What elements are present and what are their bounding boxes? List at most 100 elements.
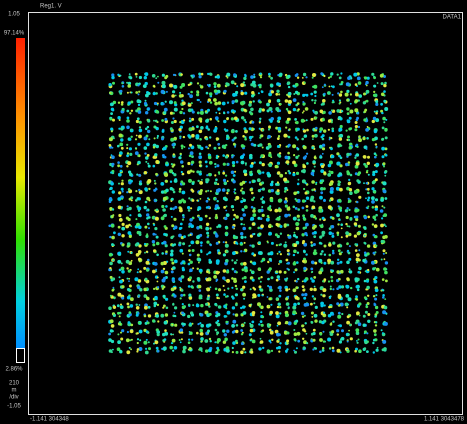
symbol-dot <box>196 235 200 240</box>
symbol-dot <box>345 215 349 220</box>
symbol-dot <box>155 199 158 202</box>
symbol-dot <box>346 171 351 176</box>
symbol-dot <box>384 136 388 140</box>
symbol-dot <box>383 75 386 78</box>
symbol-dot <box>303 279 307 283</box>
symbol-dot <box>305 205 309 208</box>
symbol-dot <box>340 83 343 86</box>
symbol-dot <box>269 328 272 332</box>
symbol-dot <box>358 249 361 252</box>
symbol-dot <box>187 206 191 210</box>
symbol-dot <box>284 186 288 191</box>
symbol-dot <box>243 223 246 226</box>
symbol-dot <box>259 340 264 344</box>
symbol-dot <box>302 128 305 131</box>
symbol-dot <box>295 280 298 283</box>
symbol-dot <box>155 314 160 318</box>
symbol-dot <box>143 136 148 141</box>
symbol-dot <box>257 216 261 220</box>
symbol-dot <box>197 91 200 94</box>
symbol-dot <box>146 213 150 217</box>
symbol-dot <box>296 76 300 79</box>
symbol-dot <box>196 267 199 270</box>
symbol-dot <box>179 110 183 115</box>
symbol-dot <box>137 250 142 254</box>
symbol-dot <box>323 92 326 95</box>
symbol-dot <box>284 204 288 208</box>
symbol-dot <box>349 109 354 114</box>
symbol-dot <box>328 253 332 257</box>
symbol-dot <box>354 349 357 353</box>
symbol-dot <box>331 346 335 350</box>
symbol-dot <box>306 128 309 132</box>
symbol-dot <box>270 276 274 280</box>
symbol-dot <box>314 261 318 265</box>
symbol-dot <box>161 130 165 133</box>
symbol-dot <box>276 275 280 279</box>
symbol-dot <box>163 155 167 159</box>
symbol-dot <box>336 231 340 235</box>
symbol-dot <box>374 198 379 202</box>
symbol-dot <box>279 253 282 256</box>
symbol-dot <box>188 197 191 200</box>
symbol-dot <box>313 101 316 105</box>
symbol-dot <box>380 102 383 106</box>
symbol-dot <box>235 271 238 274</box>
symbol-dot <box>137 206 142 211</box>
symbol-dot <box>276 89 280 94</box>
symbol-dot <box>240 262 244 266</box>
symbol-dot <box>331 269 334 273</box>
symbol-dot <box>225 303 228 306</box>
symbol-dot <box>262 171 265 174</box>
symbol-dot <box>136 99 141 104</box>
symbol-dot <box>327 91 331 95</box>
symbol-dot <box>279 72 283 77</box>
symbol-dot <box>257 241 261 245</box>
symbol-dot <box>373 303 377 307</box>
symbol-dot <box>130 91 133 94</box>
symbol-dot <box>375 244 378 247</box>
symbol-dot <box>144 251 146 254</box>
symbol-dot <box>376 346 379 349</box>
symbol-dot <box>367 198 370 202</box>
symbol-dot <box>170 287 175 292</box>
symbol-dot <box>338 129 342 132</box>
symbol-dot <box>313 231 317 235</box>
symbol-dot <box>345 234 349 238</box>
symbol-dot <box>240 342 244 346</box>
symbol-dot <box>215 111 218 114</box>
symbol-dot <box>243 169 247 174</box>
symbol-dot <box>156 136 159 139</box>
symbol-dot <box>172 146 175 149</box>
symbol-dot <box>213 82 217 86</box>
symbol-dot <box>139 339 142 342</box>
symbol-dot <box>236 259 238 262</box>
symbol-dot <box>117 73 120 77</box>
symbol-dot <box>199 233 203 237</box>
symbol-dot <box>161 119 165 122</box>
symbol-dot <box>232 164 236 168</box>
symbol-dot <box>243 76 247 81</box>
symbol-dot <box>118 182 120 185</box>
symbol-dot <box>232 251 236 256</box>
symbol-dot <box>292 288 297 293</box>
symbol-dot <box>109 267 112 270</box>
symbol-dot <box>356 341 359 344</box>
symbol-dot <box>189 143 192 147</box>
symbol-dot <box>223 181 228 186</box>
symbol-dot <box>206 240 210 244</box>
symbol-dot <box>295 121 299 125</box>
symbol-dot <box>311 205 316 210</box>
symbol-dot <box>110 130 113 133</box>
symbol-dot <box>172 117 175 120</box>
symbol-dot <box>300 118 305 123</box>
symbol-dot <box>153 85 156 88</box>
symbol-dot <box>181 311 185 315</box>
symbol-dot <box>113 231 116 235</box>
symbol-dot <box>249 269 252 272</box>
symbol-dot <box>231 351 234 354</box>
symbol-dot <box>294 350 297 354</box>
symbol-dot <box>181 147 184 150</box>
symbol-dot <box>365 303 368 306</box>
symbol-dot <box>267 260 270 264</box>
